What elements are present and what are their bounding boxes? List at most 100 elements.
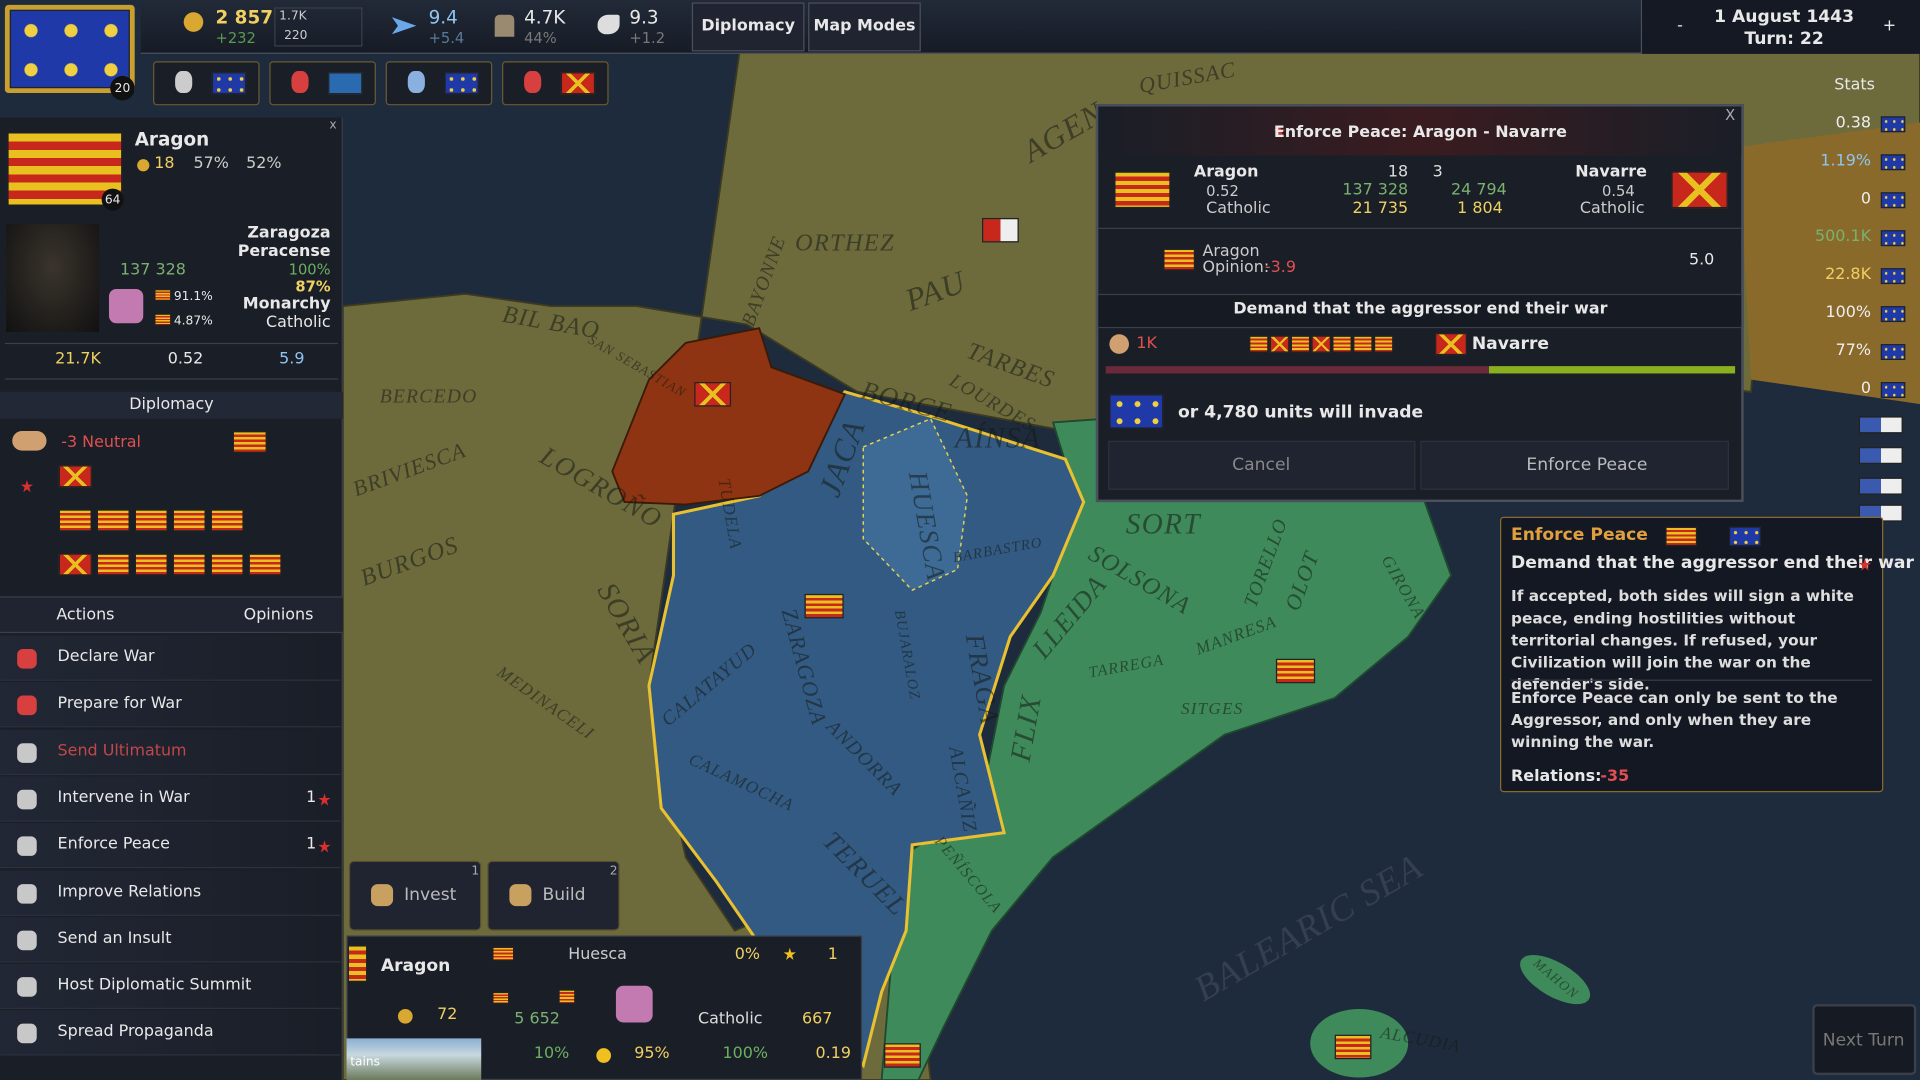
army: 4.7K xyxy=(524,6,566,29)
diplomacy-points: 9.3 xyxy=(629,6,659,29)
tooltip-flag xyxy=(1665,526,1698,547)
action-icon xyxy=(17,695,37,716)
date: 1 August 1443 xyxy=(1714,7,1855,27)
map-label: AÍNSA xyxy=(953,422,1041,455)
right-tech: 0.54 xyxy=(1601,182,1635,200)
terrain: tains xyxy=(350,1055,381,1069)
cancel-label[interactable]: Cancel xyxy=(1232,455,1291,476)
income: 0.19 xyxy=(815,1044,851,1063)
province-gold: 72 xyxy=(437,1005,458,1024)
quick-icon xyxy=(407,71,425,94)
action-label[interactable]: Send Ultimatum xyxy=(57,741,187,760)
hotkey: 1 xyxy=(471,864,480,878)
alliance-flag xyxy=(1858,477,1903,495)
tab[interactable]: Opinions xyxy=(243,606,314,625)
icon xyxy=(110,75,135,101)
action-label[interactable]: Intervene in War xyxy=(57,788,190,807)
icon xyxy=(101,188,124,211)
next-turn-button[interactable] xyxy=(1812,1004,1917,1076)
stat-flag xyxy=(1880,230,1906,247)
action-icon xyxy=(17,977,37,997)
action-row[interactable] xyxy=(0,1010,341,1056)
compare-value: 24 794 xyxy=(1451,181,1507,200)
action-label[interactable]: Improve Relations xyxy=(57,882,202,901)
stat-flag xyxy=(1880,344,1906,361)
gold-change: +232 xyxy=(215,29,256,47)
country-name: Aragon xyxy=(134,128,210,151)
button-label[interactable]: Build xyxy=(542,885,586,905)
land-france-east xyxy=(1738,122,1920,405)
confirm-button[interactable] xyxy=(1420,440,1729,490)
graph-min: 220 xyxy=(284,29,308,43)
tooltip-flag xyxy=(1728,526,1761,547)
dialog-close[interactable]: X xyxy=(1725,106,1736,124)
action-row[interactable] xyxy=(0,776,341,822)
handshake-icon xyxy=(12,431,47,451)
stats-title: Stats xyxy=(1834,75,1875,95)
next-turn-label[interactable]: Next Turn xyxy=(1822,1031,1905,1051)
manpower: 9.4 xyxy=(428,6,458,29)
top-button[interactable] xyxy=(808,2,921,52)
action-row[interactable] xyxy=(0,916,341,963)
date-panel xyxy=(1640,0,1920,54)
action-icon xyxy=(17,789,37,810)
action-row[interactable] xyxy=(0,823,341,869)
action-label[interactable]: Send an Insult xyxy=(57,929,172,948)
cancel-button[interactable] xyxy=(1108,440,1416,490)
quick-flag xyxy=(211,72,247,95)
tab[interactable]: Actions xyxy=(56,606,115,625)
stat-flag xyxy=(1880,382,1906,398)
action-label[interactable]: Prepare for War xyxy=(57,694,182,714)
action-row[interactable] xyxy=(0,963,341,1010)
culture-flag xyxy=(154,288,172,302)
action-label[interactable]: Spread Propaganda xyxy=(57,1022,214,1042)
action-row[interactable] xyxy=(0,729,341,775)
action-label[interactable]: Host Diplomatic Summit xyxy=(57,976,252,995)
province-owner-flag xyxy=(347,945,368,983)
relations-label: Relations: xyxy=(1511,767,1602,787)
invade-text: or 4,780 units will invade xyxy=(1177,402,1424,423)
action-row[interactable] xyxy=(0,870,341,916)
stat-flag xyxy=(1880,192,1906,209)
province-religion: Catholic xyxy=(697,1010,763,1029)
action-icon xyxy=(17,742,37,763)
speed-up-button[interactable]: + xyxy=(1882,17,1897,36)
map-label: SORT xyxy=(1126,508,1203,540)
left-religion: Catholic xyxy=(1206,199,1271,218)
button-icon xyxy=(509,884,532,907)
stat-value: 0.38 xyxy=(1835,113,1872,133)
map-label: SITGES xyxy=(1181,699,1244,718)
action-row[interactable] xyxy=(0,635,341,681)
buildings: 667 xyxy=(802,1010,833,1029)
diplomacy-change: +1.2 xyxy=(629,29,666,47)
army-pct: 44% xyxy=(524,29,557,47)
action-label[interactable]: Declare War xyxy=(57,647,155,667)
country-manpower: 137 328 xyxy=(120,260,186,280)
map-label: BERCEDO xyxy=(380,386,478,407)
region-navarre xyxy=(611,327,847,506)
stat-value: 22.8K xyxy=(1825,265,1872,285)
button-label[interactable]: Invest xyxy=(404,885,457,905)
close-button[interactable]: x xyxy=(329,118,337,133)
top-button-label[interactable]: Map Modes xyxy=(813,17,916,36)
relation-flag xyxy=(96,509,130,532)
pop-flag xyxy=(492,991,510,1005)
divider xyxy=(1511,679,1873,681)
top-button-label[interactable]: Diplomacy xyxy=(701,17,795,36)
culture-flag xyxy=(154,313,172,326)
war-flag xyxy=(1353,335,1373,353)
country-level: 64 xyxy=(104,193,121,207)
action-label[interactable]: Enforce Peace xyxy=(57,835,170,854)
action-icon xyxy=(17,883,37,904)
province-name: Huesca xyxy=(568,945,627,964)
action-row[interactable] xyxy=(0,682,341,728)
quick-button[interactable] xyxy=(269,61,376,106)
icon-army xyxy=(494,14,515,37)
speed-down-button[interactable]: - xyxy=(1677,17,1683,36)
top-button[interactable] xyxy=(691,2,805,52)
stat-value: 100% xyxy=(1825,303,1872,323)
confirm-label[interactable]: Enforce Peace xyxy=(1526,455,1648,476)
gold-graph xyxy=(274,7,363,47)
compare-value: 21 735 xyxy=(1352,199,1409,218)
